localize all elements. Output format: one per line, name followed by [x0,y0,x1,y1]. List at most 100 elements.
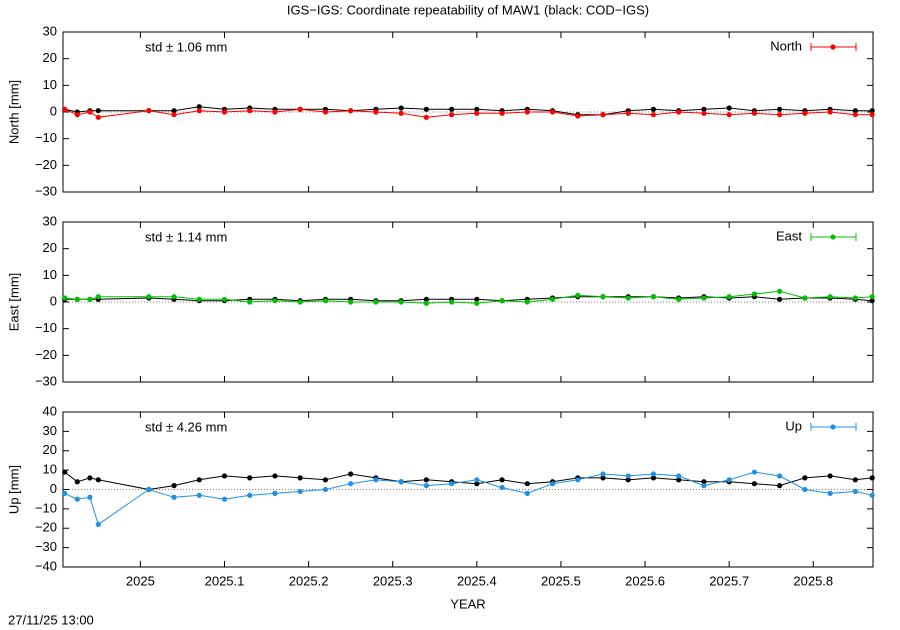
data-point [423,300,429,306]
series-line [64,471,873,526]
y-tick-label: 0 [50,293,57,308]
data-point [625,477,631,483]
legend-marker [830,234,836,240]
data-point [600,475,606,481]
data-point [146,294,152,300]
legend-marker [830,424,836,430]
y-tick-label: 0 [50,481,57,496]
data-point [146,108,152,114]
std-annotation: std ± 4.26 mm [145,419,227,434]
data-point [852,112,858,118]
y-axis-label: East [mm] [6,273,21,332]
data-point [676,477,682,483]
y-tick-label: 20 [43,240,57,255]
data-point [398,110,404,116]
data-point [322,477,329,483]
data-point [171,294,177,300]
data-point [322,298,329,304]
data-point [751,469,758,475]
data-point [247,299,253,305]
data-point [650,106,657,112]
y-tick-label: −40 [35,558,57,573]
std-annotation: std ± 1.06 mm [145,39,227,54]
chart-title: IGS−IGS: Coordinate repeatability of MAW… [287,2,649,17]
data-point [196,492,202,498]
data-point [221,496,228,502]
data-point [171,112,177,118]
data-point [95,294,101,300]
data-point [600,112,606,118]
data-point [272,473,278,479]
data-point [869,294,875,300]
data-point [600,471,606,477]
data-point [95,108,101,114]
y-tick-label: 0 [50,103,57,118]
data-point [625,473,631,479]
y-tick-label: −10 [35,500,57,515]
data-point [373,109,379,115]
data-point [348,471,354,477]
data-point [726,105,732,111]
y-tick-label: 40 [43,403,57,418]
data-point [777,473,783,479]
data-point [869,492,875,498]
y-tick-label: −10 [35,130,57,145]
data-point [777,288,783,294]
x-tick-label: 2025.5 [541,573,581,588]
data-point [297,299,303,305]
data-point [726,294,732,300]
data-point [802,295,808,301]
legend-label: North [770,38,802,53]
data-point [499,298,505,304]
data-point [171,494,177,500]
data-point [448,299,455,305]
data-point [398,105,404,111]
data-point [196,477,202,483]
data-point [474,300,480,306]
x-tick-label: 2025.4 [457,573,497,588]
data-point [474,296,480,302]
data-point [524,490,530,496]
data-point [171,108,177,114]
data-point [448,481,455,487]
y-tick-label: 10 [43,462,57,477]
data-point [423,483,429,489]
y-tick-label: 10 [43,77,57,92]
data-point [869,298,875,304]
data-point [348,299,354,305]
data-point [524,299,530,305]
data-point [221,109,228,115]
data-point [777,296,783,302]
data-point [499,110,505,116]
data-point [701,295,707,301]
data-point [297,488,303,495]
data-point [802,475,808,481]
timestamp: 27/11/25 13:00 [8,612,94,627]
data-point [272,298,278,304]
data-point [474,110,480,116]
data-point [701,479,707,485]
x-tick-label: 2025.3 [373,573,413,588]
data-point [74,479,80,485]
data-point [74,296,80,302]
legend-marker [830,44,836,50]
data-point [272,109,278,115]
data-point [247,492,253,498]
data-point [87,475,93,481]
data-point [499,484,505,491]
data-point [650,471,657,477]
series-line [64,108,873,118]
data-point [474,477,480,483]
x-tick-label: 2025.6 [625,573,665,588]
data-point [423,106,429,112]
data-point [777,106,783,112]
data-point [373,477,379,483]
data-point [650,294,657,300]
data-point [95,114,101,120]
data-point [373,299,379,305]
data-point [701,483,707,489]
data-point [751,481,758,487]
data-point [676,473,682,479]
data-point [95,521,101,527]
